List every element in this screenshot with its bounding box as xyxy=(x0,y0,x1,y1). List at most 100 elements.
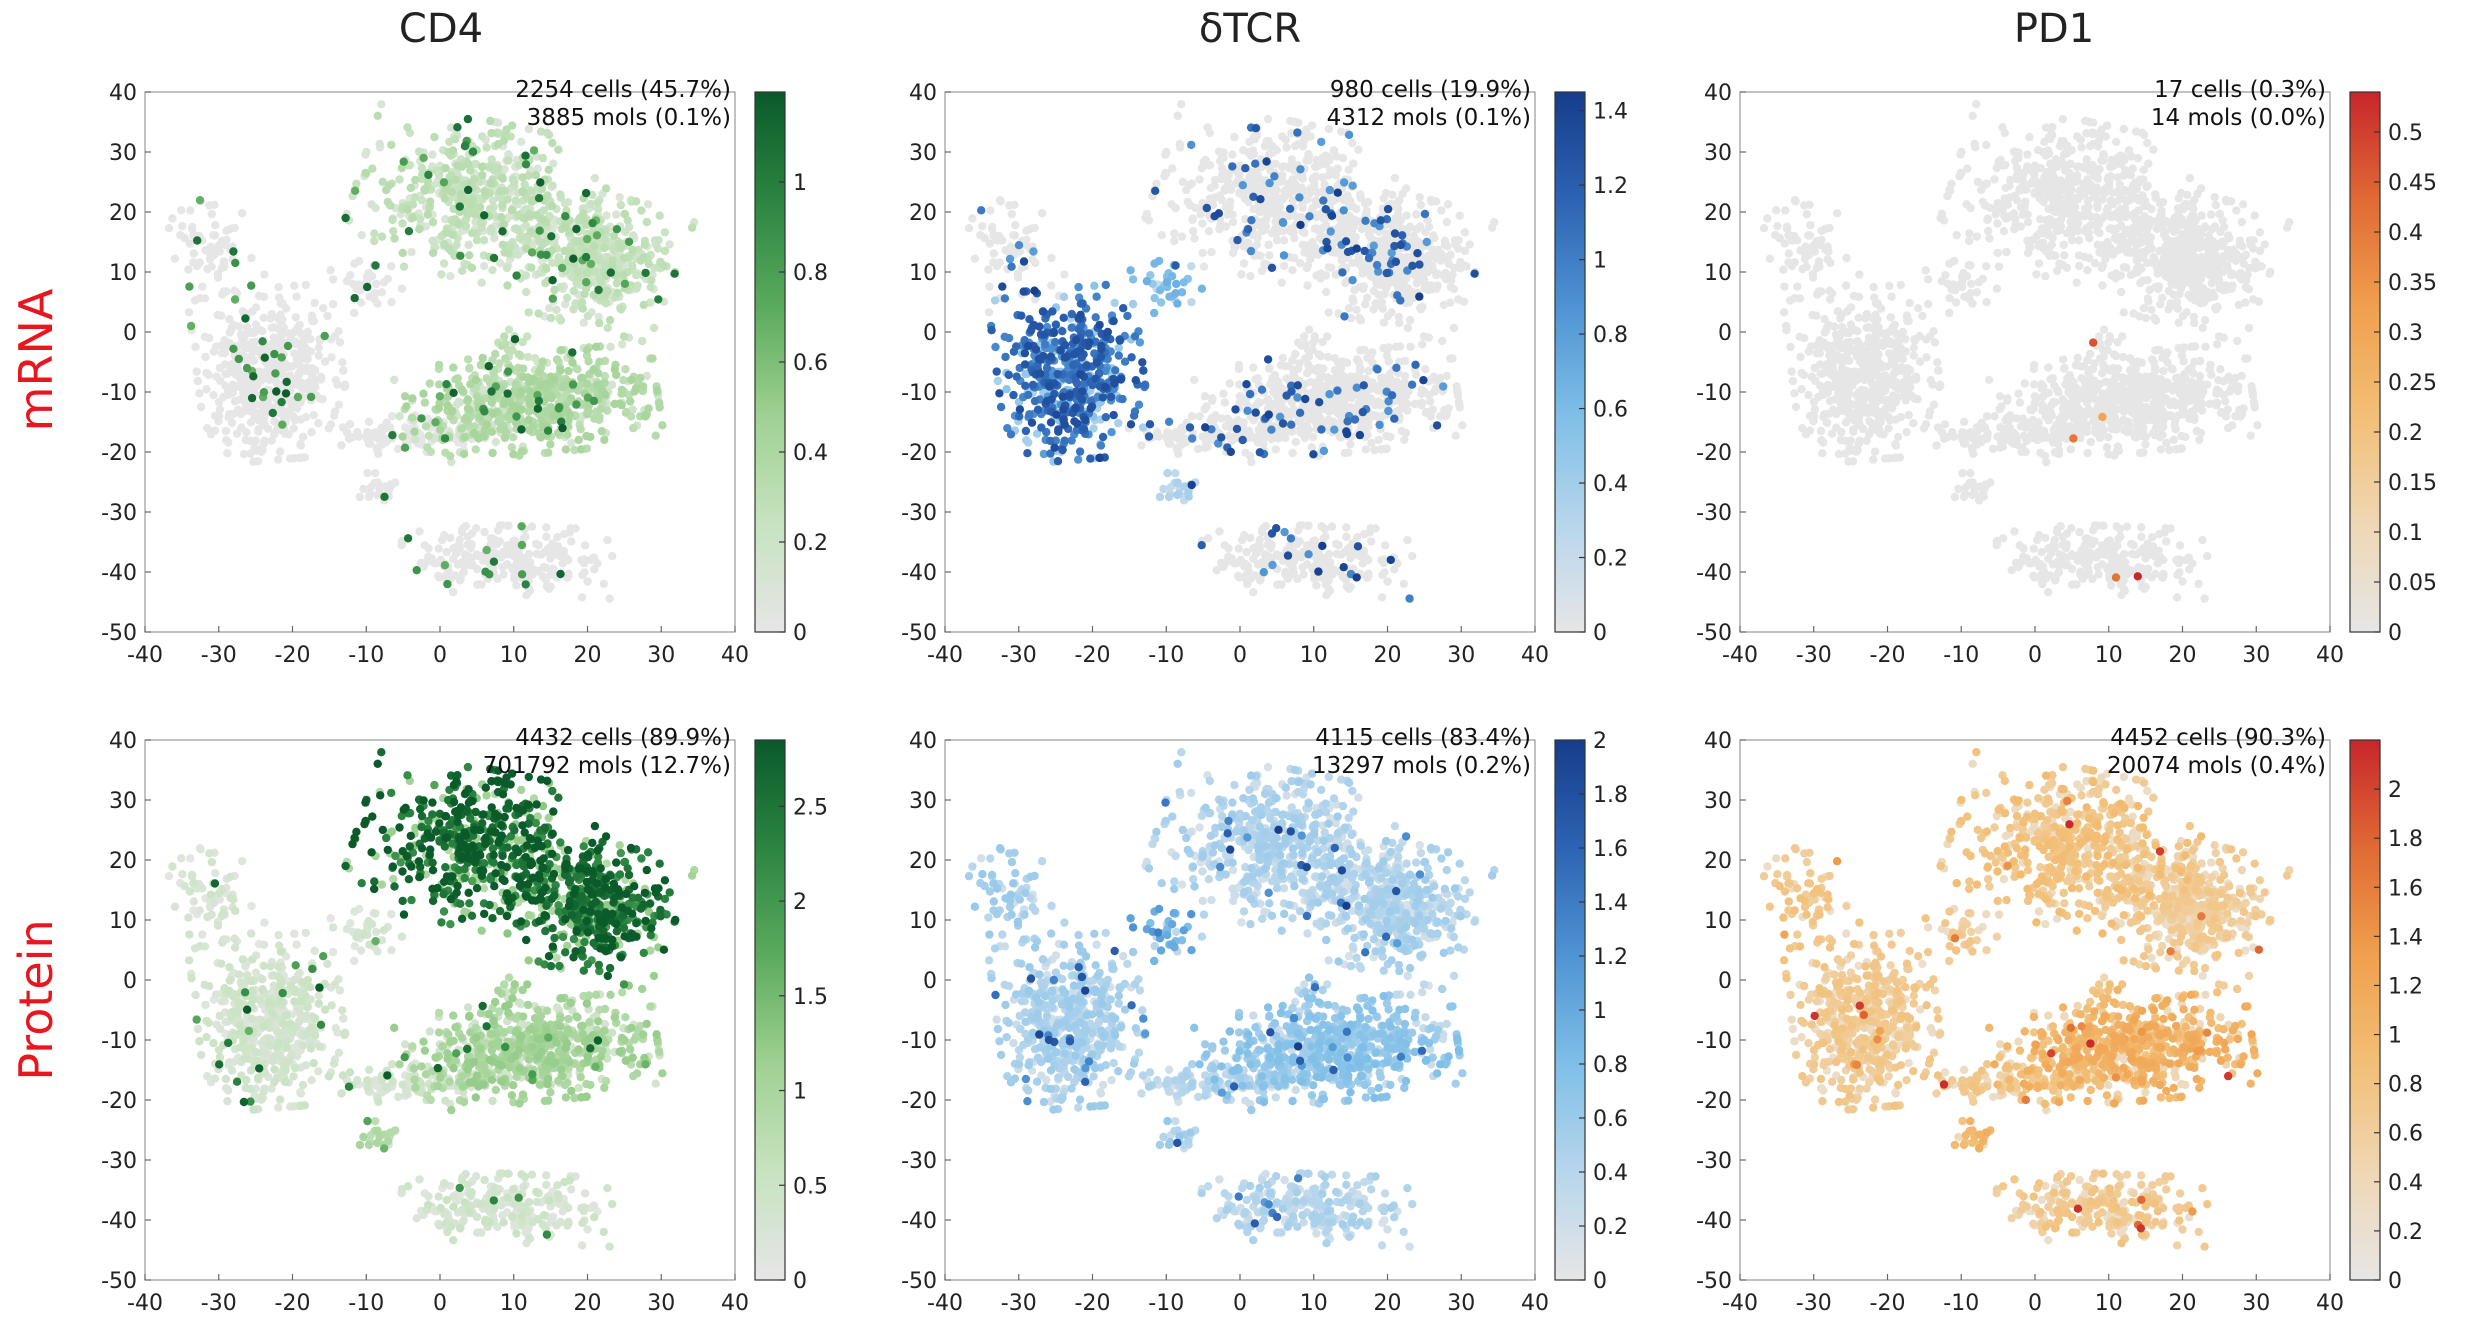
cell-point xyxy=(480,261,489,271)
cell-point xyxy=(239,330,249,339)
cell-point xyxy=(1356,316,1366,325)
cell-point xyxy=(1246,246,1256,256)
cell-point xyxy=(211,221,220,230)
cell-point xyxy=(465,363,474,373)
cell-point xyxy=(559,381,568,390)
cell-point xyxy=(1306,364,1316,373)
cell-point xyxy=(654,236,663,245)
cell-point xyxy=(1412,225,1422,234)
cell-point xyxy=(550,285,559,295)
cell-point xyxy=(1428,265,1438,274)
cell-point xyxy=(515,233,525,243)
cell-point xyxy=(1200,405,1209,414)
cell-point xyxy=(1195,175,1204,184)
cell-point xyxy=(1304,550,1313,559)
cell-point xyxy=(1223,414,1233,423)
cell-point xyxy=(293,392,303,402)
cell-point xyxy=(1412,210,1421,219)
cell-point xyxy=(1369,241,1379,250)
cell-point xyxy=(1383,345,1392,355)
cell-point xyxy=(1326,416,1335,426)
cell-point xyxy=(440,561,450,570)
cell-point xyxy=(1239,418,1248,427)
cell-point xyxy=(1311,379,1321,389)
cell-point xyxy=(558,559,567,568)
cell-point xyxy=(535,226,544,235)
cell-point xyxy=(1278,218,1288,227)
cell-point xyxy=(534,309,543,318)
cell-point xyxy=(1334,541,1343,550)
cell-point xyxy=(524,308,533,317)
cell-point xyxy=(1405,594,1414,603)
cell-point xyxy=(1177,100,1186,109)
cell-point xyxy=(1395,196,1404,205)
cell-point xyxy=(1451,431,1460,440)
cell-point xyxy=(639,254,648,263)
cell-point xyxy=(352,179,361,188)
cell-point xyxy=(497,212,506,222)
cell-point xyxy=(501,354,510,363)
cell-point xyxy=(382,185,391,195)
cell-point xyxy=(301,343,310,353)
cell-point xyxy=(215,247,224,256)
cell-point xyxy=(592,231,602,240)
cell-point xyxy=(1311,162,1320,171)
cell-point xyxy=(556,551,565,560)
cell-point xyxy=(488,448,497,458)
cell-point xyxy=(572,400,581,409)
cell-point xyxy=(1246,574,1256,583)
cell-point xyxy=(398,432,407,441)
cell-point xyxy=(534,367,544,377)
cell-point xyxy=(542,523,551,532)
cell-point xyxy=(390,234,399,243)
cell-point xyxy=(513,226,523,235)
cell-point xyxy=(626,397,635,406)
cell-point xyxy=(480,211,489,220)
cell-point xyxy=(499,570,508,579)
cell-point xyxy=(1344,165,1353,174)
cell-point xyxy=(306,392,316,402)
cell-point xyxy=(1432,284,1441,293)
cell-point xyxy=(407,247,416,257)
cell-point xyxy=(251,337,260,347)
cell-point xyxy=(589,553,598,562)
cell-point xyxy=(298,432,308,442)
cell-point xyxy=(621,227,630,236)
cell-point xyxy=(1235,573,1244,582)
cell-point xyxy=(187,222,197,232)
cell-point xyxy=(1022,226,1031,235)
cell-point xyxy=(422,557,431,567)
cell-point xyxy=(526,227,535,236)
cell-point xyxy=(1439,300,1449,310)
cell-point xyxy=(1289,365,1299,375)
cell-point xyxy=(495,521,505,530)
cell-point xyxy=(547,201,557,211)
cell-point xyxy=(1373,386,1383,395)
cell-point xyxy=(430,132,439,142)
cell-point xyxy=(362,147,371,157)
cell-point xyxy=(1137,441,1146,450)
cell-point xyxy=(601,235,610,244)
cell-point xyxy=(1226,197,1235,206)
cell-point xyxy=(436,425,445,434)
cell-point xyxy=(363,428,372,437)
cell-point xyxy=(1252,240,1261,249)
cell-point xyxy=(250,379,259,388)
cell-point xyxy=(1364,366,1373,376)
cell-point xyxy=(629,423,638,433)
cell-point xyxy=(641,412,650,421)
cell-point xyxy=(545,584,554,593)
cell-point xyxy=(480,407,489,416)
cell-point xyxy=(465,405,474,415)
cell-point xyxy=(404,227,414,236)
cell-point xyxy=(552,305,561,314)
cell-point xyxy=(473,580,482,589)
cell-point xyxy=(416,214,425,224)
cell-point xyxy=(315,394,324,403)
colorbar-tick-label: 0.4 xyxy=(793,441,828,466)
cell-point xyxy=(246,418,256,427)
cell-point xyxy=(511,196,520,205)
cell-point xyxy=(1173,478,1182,488)
cell-point xyxy=(477,278,486,287)
cell-point xyxy=(1006,430,1016,439)
